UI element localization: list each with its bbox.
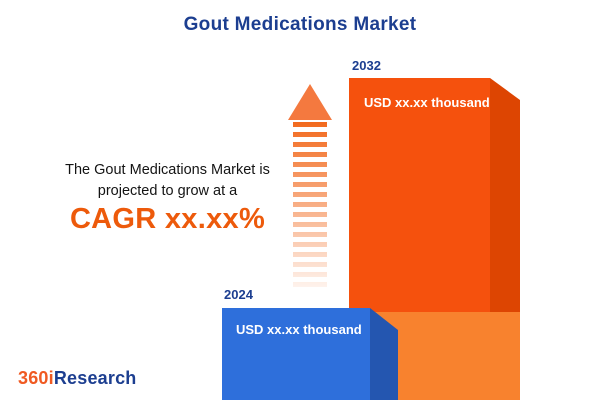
logo-360i: 360i — [18, 368, 54, 388]
bar-2024-front — [222, 308, 370, 400]
description: The Gout Medications Market is projected… — [25, 160, 310, 235]
bar-2024 — [222, 308, 398, 400]
page-title: Gout Medications Market — [183, 14, 417, 35]
logo: 360iResearch — [18, 368, 137, 389]
year-label-2024: 2024 — [224, 287, 253, 302]
bar-value-2032: USD xx.xx thousand — [364, 95, 490, 110]
growth-arrow-stripes — [293, 122, 327, 288]
bar-value-2024: USD xx.xx thousand — [236, 322, 362, 337]
description-line-1: The Gout Medications Market is — [65, 162, 270, 178]
description-line-2: projected to grow at a — [97, 183, 238, 199]
bar-2024-side — [370, 308, 398, 400]
year-label-2032: 2032 — [352, 58, 381, 73]
growth-arrow-icon — [288, 84, 332, 120]
cagr-text: CAGR xx.xx% — [69, 203, 266, 235]
logo-research: Research — [53, 368, 137, 388]
